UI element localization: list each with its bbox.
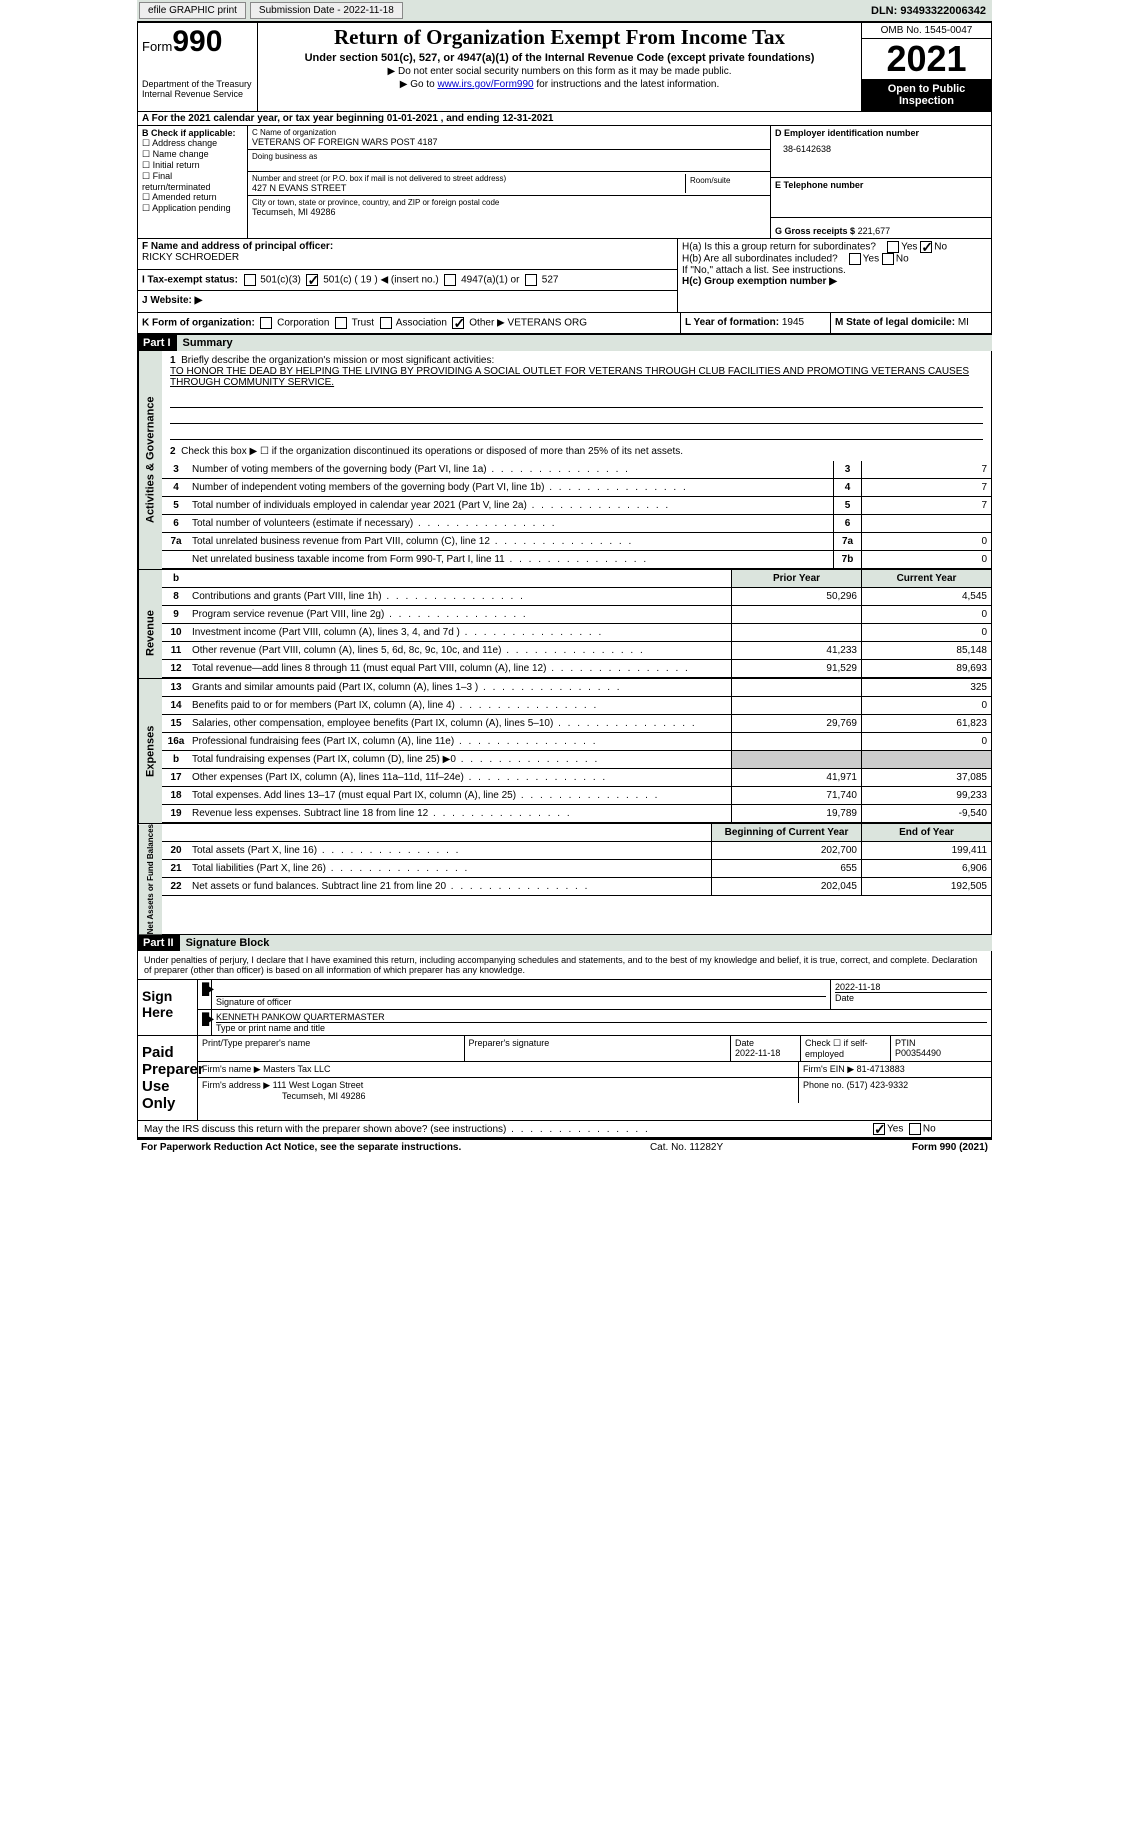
col-b-header: B Check if applicable: xyxy=(142,128,243,138)
table-row: 5Total number of individuals employed in… xyxy=(162,497,991,515)
sidebar-revenue: Revenue xyxy=(138,588,162,678)
open-to-public: Open to Public Inspection xyxy=(862,79,991,111)
part2-header: Part II xyxy=(137,935,180,951)
tax-year: 2021 xyxy=(862,39,991,79)
city-value: Tecumseh, MI 49286 xyxy=(252,207,766,217)
chk-name: ☐ Name change xyxy=(142,149,243,160)
table-row: 16aProfessional fundraising fees (Part I… xyxy=(162,733,991,751)
irs-link[interactable]: www.irs.gov/Form990 xyxy=(437,79,533,90)
tax-exempt-label: I Tax-exempt status: xyxy=(142,275,238,286)
table-row: 15Salaries, other compensation, employee… xyxy=(162,715,991,733)
table-row: 18Total expenses. Add lines 13–17 (must … xyxy=(162,787,991,805)
chk-pending: ☐ Application pending xyxy=(142,203,243,214)
dba-label: Doing business as xyxy=(252,152,766,161)
line2: Check this box ▶ ☐ if the organization d… xyxy=(181,446,683,457)
table-row: 4Number of independent voting members of… xyxy=(162,479,991,497)
note-link: ▶ Go to www.irs.gov/Form990 for instruct… xyxy=(264,79,855,90)
sign-here-label: Sign Here xyxy=(138,980,198,1035)
table-row: 17Other expenses (Part IX, column (A), l… xyxy=(162,769,991,787)
dln-label: DLN: 93493322006342 xyxy=(871,5,992,17)
declaration: Under penalties of perjury, I declare th… xyxy=(138,951,991,979)
gross-label: G Gross receipts $ xyxy=(775,226,855,236)
dept-label: Department of the Treasury Internal Reve… xyxy=(142,79,253,99)
city-label: City or town, state or province, country… xyxy=(252,198,766,207)
table-row: 12Total revenue—add lines 8 through 11 (… xyxy=(162,660,991,678)
efile-print-button[interactable]: efile GRAPHIC print xyxy=(139,2,246,19)
street-value: 427 N EVANS STREET xyxy=(252,183,685,193)
gross-value: 221,677 xyxy=(858,226,891,236)
table-row: 7aTotal unrelated business revenue from … xyxy=(162,533,991,551)
form-number: Form990 xyxy=(142,25,253,59)
end-year-hdr: End of Year xyxy=(861,824,991,841)
dba-value xyxy=(252,161,766,169)
website-label: J Website: ▶ xyxy=(142,295,202,306)
name-label: C Name of organization xyxy=(252,128,766,137)
state-domicile: M State of legal domicile: MI xyxy=(831,313,991,333)
table-row: 3Number of voting members of the governi… xyxy=(162,461,991,479)
table-row: 21Total liabilities (Part X, line 26)655… xyxy=(162,860,991,878)
curr-year-hdr: Current Year xyxy=(861,570,991,587)
submission-date-button[interactable]: Submission Date - 2022-11-18 xyxy=(250,2,403,19)
table-row: 14Benefits paid to or for members (Part … xyxy=(162,697,991,715)
row-k: K Form of organization: Corporation Trus… xyxy=(138,313,681,333)
part2-title: Signature Block xyxy=(180,935,992,951)
hb-label: H(b) Are all subordinates included? Yes … xyxy=(682,253,987,265)
ein-value: 38-6142638 xyxy=(775,138,987,160)
paid-preparer-label: Paid Preparer Use Only xyxy=(138,1036,198,1120)
prior-year-hdr: Prior Year xyxy=(731,570,861,587)
mission-label: Briefly describe the organization's miss… xyxy=(181,355,494,366)
grid-bcd: B Check if applicable: ☐ Address change … xyxy=(137,126,992,239)
beg-year-hdr: Beginning of Current Year xyxy=(711,824,861,841)
year-formation: L Year of formation: 1945 xyxy=(681,313,831,333)
table-row: 13Grants and similar amounts paid (Part … xyxy=(162,679,991,697)
table-row: 8Contributions and grants (Part VIII, li… xyxy=(162,588,991,606)
form-header: Form990 Department of the Treasury Inter… xyxy=(137,22,992,112)
ha-label: H(a) Is this a group return for subordin… xyxy=(682,241,987,253)
ein-label: D Employer identification number xyxy=(775,128,987,138)
table-row: 11Other revenue (Part VIII, column (A), … xyxy=(162,642,991,660)
part1-title: Summary xyxy=(177,335,992,351)
chk-initial: ☐ Initial return xyxy=(142,160,243,171)
table-row: Net unrelated business taxable income fr… xyxy=(162,551,991,569)
chk-address: ☐ Address change xyxy=(142,138,243,149)
table-row: 9Program service revenue (Part VIII, lin… xyxy=(162,606,991,624)
sidebar-netassets: Net Assets or Fund Balances xyxy=(138,824,162,934)
mission-text: TO HONOR THE DEAD BY HELPING THE LIVING … xyxy=(170,366,969,388)
part1-header: Part I xyxy=(137,335,177,351)
form-title: Return of Organization Exempt From Incom… xyxy=(264,25,855,50)
sidebar-activities: Activities & Governance xyxy=(138,351,162,569)
topbar: efile GRAPHIC print Submission Date - 20… xyxy=(137,0,992,22)
table-row: 6Total number of volunteers (estimate if… xyxy=(162,515,991,533)
table-row: 22Net assets or fund balances. Subtract … xyxy=(162,878,991,896)
chk-amended: ☐ Amended return xyxy=(142,192,243,203)
room-label: Room/suite xyxy=(690,176,762,185)
table-row: 10Investment income (Part VIII, column (… xyxy=(162,624,991,642)
hc-label: H(c) Group exemption number ▶ xyxy=(682,276,987,287)
org-name: VETERANS OF FOREIGN WARS POST 4187 xyxy=(252,137,766,147)
note-ssn: ▶ Do not enter social security numbers o… xyxy=(264,66,855,77)
table-row: 20Total assets (Part X, line 16)202,7001… xyxy=(162,842,991,860)
officer-label: F Name and address of principal officer: xyxy=(142,241,673,252)
omb-number: OMB No. 1545-0047 xyxy=(862,23,991,39)
sidebar-expenses: Expenses xyxy=(138,679,162,823)
table-row: 19Revenue less expenses. Subtract line 1… xyxy=(162,805,991,823)
hb-note: If "No," attach a list. See instructions… xyxy=(682,265,987,276)
row-a-period: A For the 2021 calendar year, or tax yea… xyxy=(137,112,992,126)
page-footer: For Paperwork Reduction Act Notice, see … xyxy=(137,1139,992,1155)
table-row: bTotal fundraising expenses (Part IX, co… xyxy=(162,751,991,769)
chk-final: ☐ Final return/terminated xyxy=(142,171,243,192)
street-label: Number and street (or P.O. box if mail i… xyxy=(252,174,685,183)
officer-name: RICKY SCHROEDER xyxy=(142,252,673,263)
tel-label: E Telephone number xyxy=(775,180,987,190)
form-subtitle: Under section 501(c), 527, or 4947(a)(1)… xyxy=(264,52,855,64)
